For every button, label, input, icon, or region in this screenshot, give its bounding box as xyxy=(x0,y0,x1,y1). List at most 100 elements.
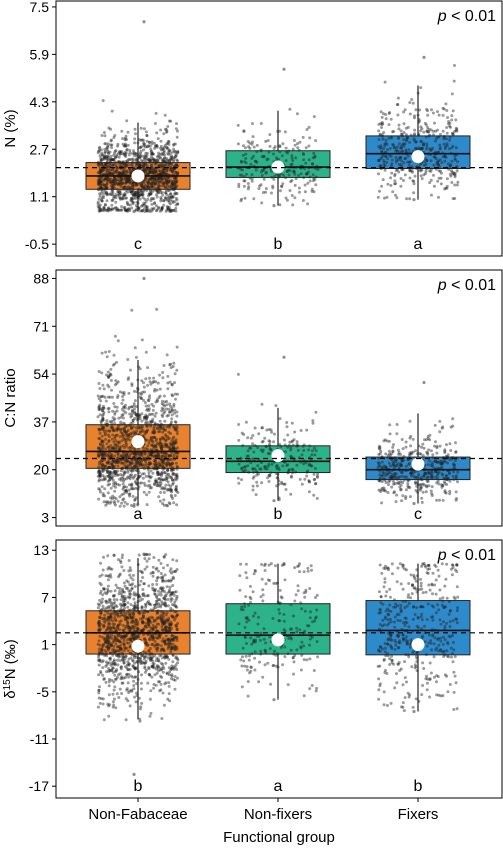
data-point xyxy=(112,183,116,187)
data-point xyxy=(173,142,177,146)
data-point xyxy=(117,171,121,174)
data-point xyxy=(156,471,160,475)
data-point xyxy=(383,164,387,167)
data-point xyxy=(290,421,294,425)
data-point xyxy=(120,176,124,180)
data-point xyxy=(384,117,388,121)
data-point xyxy=(273,145,277,149)
data-point xyxy=(97,497,101,501)
data-point xyxy=(97,182,101,186)
data-point xyxy=(134,618,138,622)
data-point xyxy=(126,470,130,474)
data-point xyxy=(135,414,139,418)
data-point xyxy=(152,620,156,623)
data-point xyxy=(404,157,407,160)
data-point xyxy=(422,483,426,487)
data-point xyxy=(155,467,159,470)
data-point xyxy=(399,177,403,180)
data-point xyxy=(257,432,261,436)
data-point xyxy=(133,622,137,625)
data-point xyxy=(415,147,419,151)
data-point xyxy=(144,420,148,424)
data-point xyxy=(408,101,412,104)
data-point xyxy=(312,472,316,476)
data-point xyxy=(292,170,296,174)
data-point xyxy=(450,170,454,174)
data-point xyxy=(159,425,163,429)
data-point xyxy=(112,697,116,701)
data-point xyxy=(244,157,248,160)
data-point xyxy=(117,441,121,445)
data-point xyxy=(274,465,278,468)
data-point xyxy=(155,145,159,149)
data-point xyxy=(167,430,171,434)
data-point xyxy=(447,472,451,476)
data-point xyxy=(440,426,444,430)
data-point xyxy=(407,485,410,489)
data-point xyxy=(378,164,382,168)
data-point xyxy=(155,611,159,615)
data-point xyxy=(126,580,130,584)
data-point xyxy=(107,680,111,684)
data-point xyxy=(293,183,297,187)
data-point xyxy=(132,452,136,456)
data-point xyxy=(450,114,454,118)
data-point xyxy=(267,480,271,483)
data-point xyxy=(147,421,151,425)
data-point xyxy=(166,641,170,645)
data-point xyxy=(167,645,171,649)
data-point xyxy=(170,478,174,481)
data-point xyxy=(123,429,126,433)
data-point xyxy=(130,162,134,166)
data-point xyxy=(398,156,402,160)
data-point xyxy=(160,618,164,622)
data-point xyxy=(149,634,153,637)
data-point xyxy=(452,463,456,467)
data-point xyxy=(392,465,396,469)
data-point xyxy=(111,185,115,189)
data-point xyxy=(153,414,157,418)
data-point xyxy=(118,614,122,618)
data-point xyxy=(429,178,433,182)
data-point xyxy=(277,468,281,472)
data-point xyxy=(154,160,158,164)
data-point xyxy=(144,151,148,155)
data-point xyxy=(176,202,180,206)
data-point xyxy=(101,659,105,663)
data-point xyxy=(143,432,147,436)
data-point xyxy=(307,158,311,162)
data-point xyxy=(109,138,113,142)
data-point xyxy=(161,502,165,505)
data-point xyxy=(128,148,132,152)
data-point xyxy=(113,636,117,640)
data-point xyxy=(435,451,439,455)
data-point xyxy=(410,452,414,456)
data-point xyxy=(128,592,132,596)
data-point xyxy=(127,483,131,487)
data-point xyxy=(105,169,109,173)
data-point xyxy=(113,206,117,210)
data-point xyxy=(172,472,175,476)
data-point xyxy=(119,208,123,212)
data-point xyxy=(408,169,412,173)
data-point xyxy=(114,471,117,475)
data-point xyxy=(423,471,427,475)
data-point xyxy=(172,447,176,451)
data-point xyxy=(162,667,166,670)
data-point xyxy=(414,108,418,112)
data-point xyxy=(289,454,293,458)
data-point xyxy=(113,634,117,638)
data-point xyxy=(397,123,401,127)
data-point xyxy=(380,123,384,127)
data-point xyxy=(260,402,264,406)
data-point xyxy=(118,435,122,439)
data-point xyxy=(166,647,170,651)
data-point xyxy=(408,160,412,164)
data-point xyxy=(167,205,171,209)
data-point xyxy=(241,469,245,473)
data-point xyxy=(113,663,117,667)
data-point xyxy=(175,179,179,183)
data-point xyxy=(99,170,103,174)
data-point xyxy=(147,584,151,588)
data-point xyxy=(172,143,175,147)
